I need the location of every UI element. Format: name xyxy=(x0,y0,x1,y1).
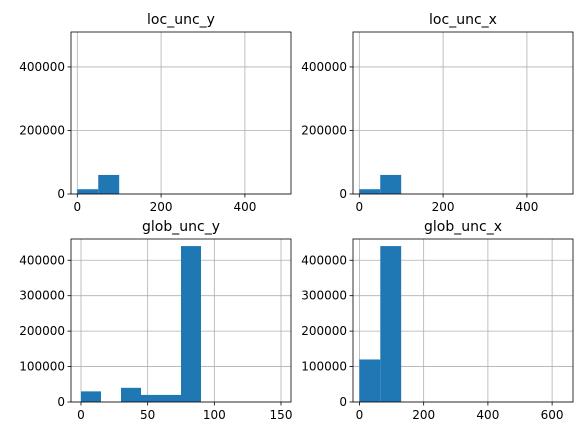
x-tick-label: 400 xyxy=(476,408,499,422)
y-tick-label: 200000 xyxy=(301,324,347,338)
y-tick-label: 200000 xyxy=(19,123,65,137)
y-tick-label: 0 xyxy=(339,187,347,201)
y-tick-label: 200000 xyxy=(301,123,347,137)
x-tick-label: 50 xyxy=(140,408,155,422)
x-tick-label: 100 xyxy=(203,408,226,422)
x-tick-label: 400 xyxy=(233,200,256,214)
histogram-bar xyxy=(359,189,381,194)
x-tick-label: 0 xyxy=(356,408,364,422)
y-tick-label: 0 xyxy=(57,395,65,409)
histogram-bar xyxy=(98,174,120,194)
subplot-title: glob_unc_x xyxy=(424,219,502,235)
subplot-loc_unc_y: 0 200 400 0 200000 400000 loc_unc_y xyxy=(19,12,292,214)
y-tick-label: 400000 xyxy=(19,253,65,267)
x-tick-label: 600 xyxy=(541,408,564,422)
axes-frame xyxy=(70,238,292,403)
subplot-title: loc_unc_y xyxy=(147,12,215,28)
histogram-bar xyxy=(161,394,181,402)
subplot-title: loc_unc_x xyxy=(429,12,497,28)
x-tick-label: 0 xyxy=(355,200,363,214)
y-tick-label: 400000 xyxy=(301,253,347,267)
x-tick-label: 400 xyxy=(515,200,538,214)
subplot-title: glob_unc_y xyxy=(142,219,220,235)
histogram-bar xyxy=(380,246,402,402)
histogram-bar xyxy=(77,189,99,194)
histogram-bar xyxy=(141,394,161,402)
histogram-bar xyxy=(359,359,381,402)
x-tick-label: 150 xyxy=(270,408,293,422)
x-tick-label: 200 xyxy=(150,200,173,214)
axes-frame xyxy=(352,31,574,195)
y-tick-label: 100000 xyxy=(301,360,347,374)
subplot-loc_unc_x: 0 200 400 0 200000 400000 loc_unc_x xyxy=(301,12,574,214)
histogram-bar xyxy=(121,387,141,402)
histogram-bar xyxy=(380,174,402,194)
histogram-bar xyxy=(81,391,101,402)
y-tick-label: 200000 xyxy=(19,324,65,338)
histogram-bar xyxy=(181,246,201,402)
y-tick-label: 400000 xyxy=(19,60,65,74)
subplot-glob_unc_y: 0 50 100 150 0 100000 200000 300000 400000 glob_u… xyxy=(19,219,292,422)
y-tick-label: 100000 xyxy=(19,360,65,374)
axes-frame xyxy=(352,238,574,403)
y-tick-label: 0 xyxy=(339,395,347,409)
x-tick-label: 200 xyxy=(432,200,455,214)
x-tick-label: 0 xyxy=(77,408,85,422)
y-tick-label: 0 xyxy=(57,187,65,201)
x-tick-label: 0 xyxy=(73,200,81,214)
y-tick-label: 300000 xyxy=(301,289,347,303)
x-tick-label: 200 xyxy=(412,408,435,422)
y-tick-label: 300000 xyxy=(19,289,65,303)
axes-frame xyxy=(70,31,292,195)
y-tick-label: 400000 xyxy=(301,60,347,74)
subplot-glob_unc_x: 0 200 400 600 0 100000 200000 300000 400000 glob_… xyxy=(301,219,574,422)
